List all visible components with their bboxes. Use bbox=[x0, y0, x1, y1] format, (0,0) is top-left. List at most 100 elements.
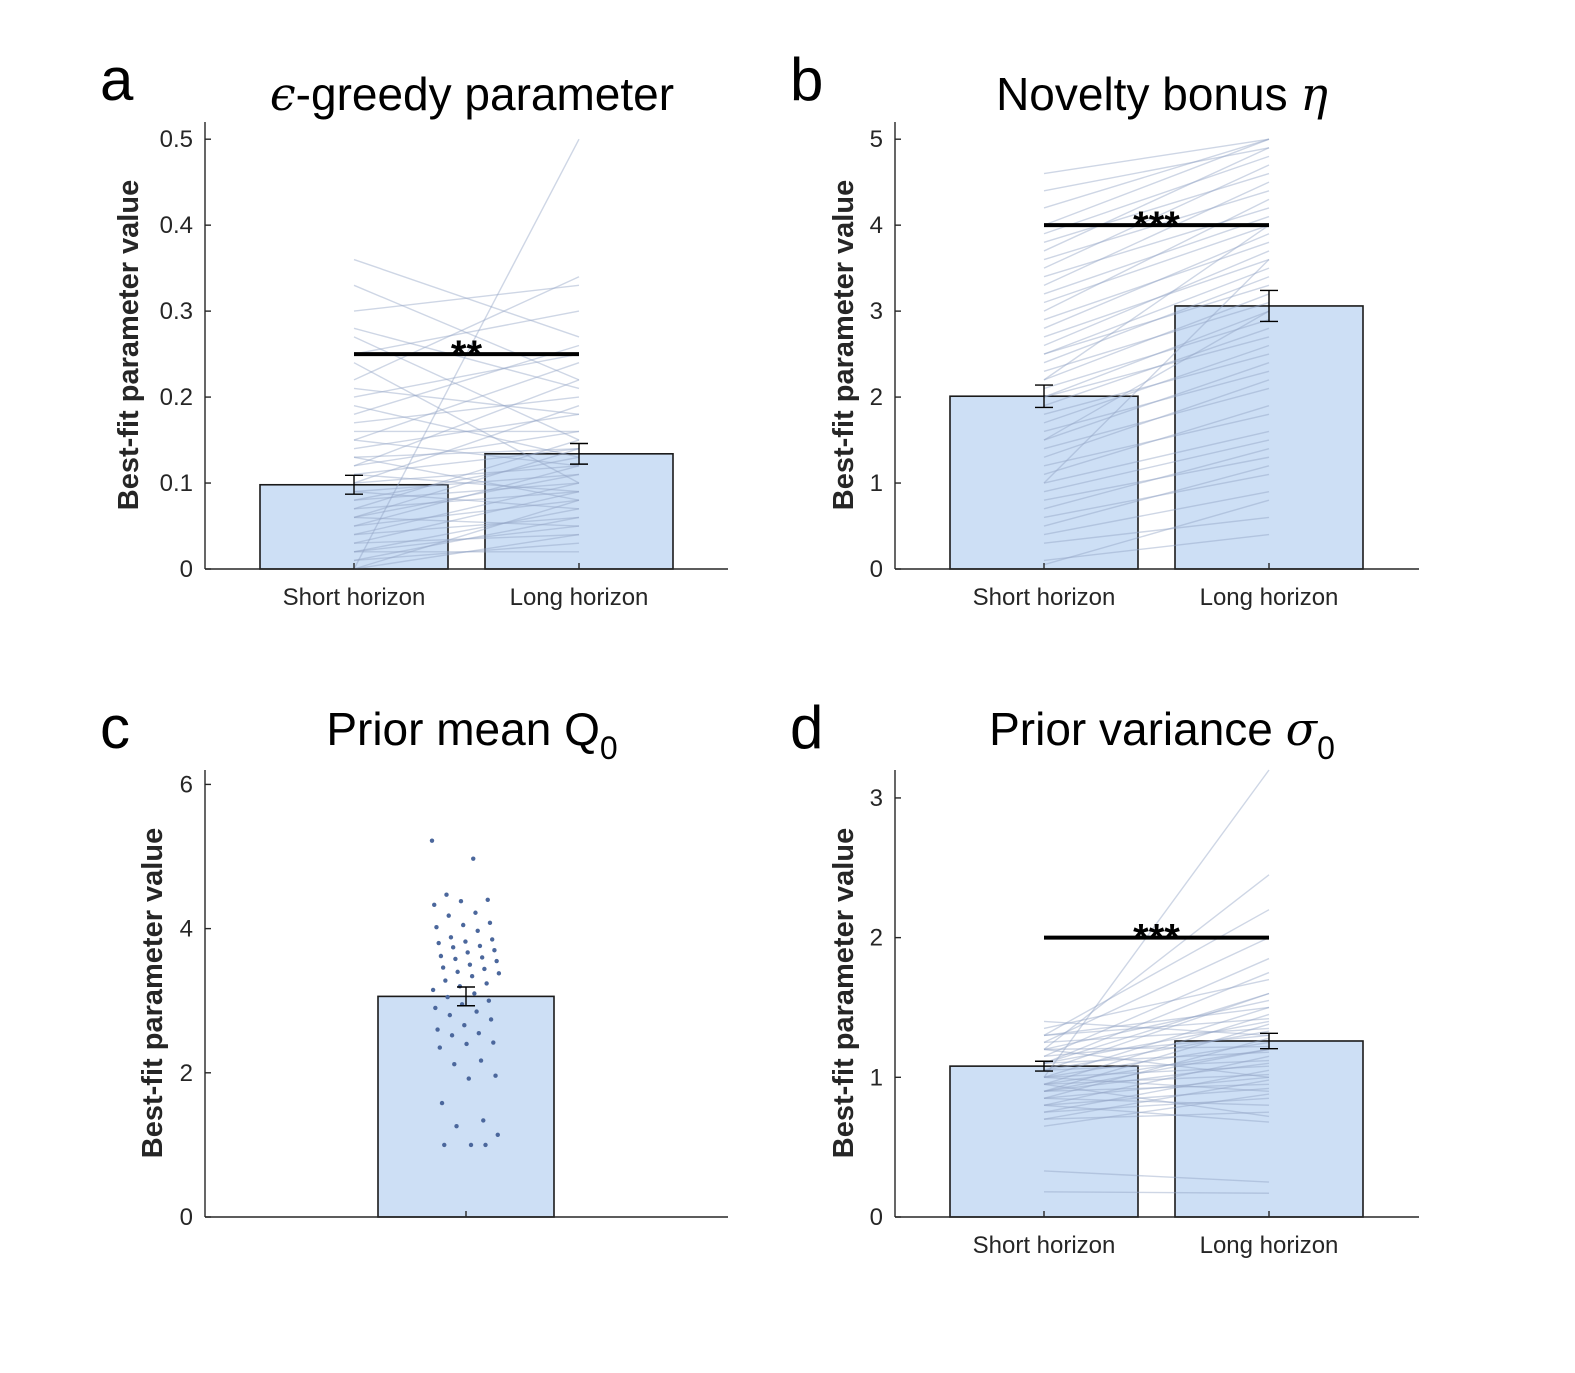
title-text: Prior mean Q bbox=[326, 703, 600, 755]
y-tick-label: 4 bbox=[180, 916, 193, 943]
data-point bbox=[461, 922, 466, 928]
subject-line bbox=[353, 465, 580, 484]
subject-line bbox=[353, 465, 580, 527]
subject-line bbox=[1043, 224, 1270, 304]
subject-line bbox=[353, 542, 580, 562]
subject-line bbox=[1043, 207, 1270, 278]
y-tick-label: 1 bbox=[870, 470, 883, 497]
data-point bbox=[478, 1058, 484, 1063]
subject-line bbox=[1043, 1006, 1270, 1037]
data-point bbox=[464, 1041, 469, 1047]
significance-label: *** bbox=[1133, 204, 1180, 248]
subject-line bbox=[353, 258, 580, 338]
subject-line bbox=[353, 508, 580, 553]
subject-line bbox=[1043, 936, 1270, 1044]
subject-line bbox=[1043, 439, 1270, 493]
y-tick-label: 0 bbox=[870, 1204, 883, 1231]
data-point bbox=[455, 969, 460, 975]
subject-line bbox=[353, 284, 580, 381]
data-point bbox=[457, 984, 463, 989]
data-point bbox=[440, 965, 446, 970]
subject-line bbox=[1043, 992, 1270, 1071]
subject-line bbox=[353, 379, 580, 467]
y-tick-label: 0.4 bbox=[160, 212, 193, 239]
subject-line bbox=[1043, 1097, 1270, 1106]
subject-line bbox=[1043, 999, 1270, 1051]
x-tick-label: Long horizon bbox=[1200, 1232, 1339, 1259]
subject-line bbox=[353, 439, 580, 510]
data-point bbox=[494, 958, 499, 964]
y-tick-label: 4 bbox=[870, 212, 883, 239]
subject-line bbox=[1043, 533, 1270, 562]
data-point bbox=[448, 935, 454, 940]
data-point bbox=[453, 956, 458, 962]
subject-line bbox=[353, 327, 580, 390]
data-point bbox=[483, 1142, 488, 1148]
y-tick-label: 3 bbox=[870, 298, 883, 325]
data-point bbox=[442, 1142, 447, 1148]
subject-line bbox=[1043, 1073, 1270, 1085]
subject-line bbox=[353, 456, 580, 501]
data-point bbox=[433, 1005, 438, 1011]
subject-line bbox=[353, 533, 580, 544]
data-point bbox=[471, 856, 476, 861]
subject-line bbox=[1043, 978, 1270, 1030]
subject-line bbox=[1043, 138, 1270, 226]
subject-line bbox=[1043, 1097, 1270, 1113]
y-tick-label: 0 bbox=[180, 1204, 193, 1231]
subject-line bbox=[353, 430, 580, 467]
subject-lines bbox=[1043, 769, 1270, 1194]
subject-line bbox=[1043, 1065, 1270, 1079]
y-tick-label: 1 bbox=[870, 1064, 883, 1091]
data-point bbox=[487, 920, 493, 926]
subject-line bbox=[1043, 258, 1270, 338]
subject-line bbox=[1043, 301, 1270, 372]
title-symbol: σ bbox=[1286, 702, 1319, 756]
subject-line bbox=[1043, 164, 1270, 269]
data-point bbox=[452, 1061, 457, 1067]
data-point bbox=[469, 973, 475, 979]
subject-line bbox=[1043, 1030, 1270, 1072]
subject-line bbox=[1043, 224, 1270, 381]
data-point bbox=[445, 994, 450, 1000]
y-tick-label: 0.3 bbox=[160, 298, 193, 325]
subject-line bbox=[353, 284, 580, 312]
data-point bbox=[486, 998, 492, 1003]
subject-line bbox=[353, 387, 580, 415]
subject-line bbox=[353, 405, 580, 484]
panel-letter: b bbox=[790, 46, 823, 113]
data-point bbox=[467, 962, 473, 967]
subject-line bbox=[1043, 1020, 1270, 1065]
data-point bbox=[436, 940, 441, 946]
x-tick-label: Short horizon bbox=[973, 584, 1116, 611]
data-point bbox=[491, 1040, 496, 1045]
subject-line bbox=[1043, 233, 1270, 329]
subject-line bbox=[1043, 284, 1270, 355]
subject-lines bbox=[353, 138, 580, 570]
data-point bbox=[493, 1073, 498, 1078]
data-point bbox=[474, 1009, 479, 1014]
subject-line bbox=[1043, 336, 1270, 398]
data-point bbox=[495, 1132, 500, 1138]
data-point bbox=[429, 838, 435, 843]
subject-line bbox=[1043, 1041, 1270, 1079]
subject-line bbox=[1043, 387, 1270, 450]
y-axis-label: Best-fit parameter value bbox=[828, 828, 860, 1158]
data-point bbox=[472, 991, 477, 996]
subject-line bbox=[1043, 1104, 1270, 1123]
data-point bbox=[466, 1076, 471, 1081]
significance-label: ** bbox=[451, 333, 483, 377]
data-point bbox=[444, 892, 449, 897]
data-point bbox=[432, 902, 437, 908]
y-tick-label: 2 bbox=[870, 384, 883, 411]
subject-line bbox=[1043, 1111, 1270, 1120]
subject-line bbox=[353, 447, 580, 519]
data-point bbox=[482, 966, 487, 972]
subject-line bbox=[1043, 379, 1270, 458]
panel-b: b Novelty bonus η Best-fit parameter val… bbox=[790, 46, 1419, 611]
subject-lines bbox=[1043, 138, 1270, 566]
subject-line bbox=[353, 413, 580, 450]
y-tick-label: 0.2 bbox=[160, 384, 193, 411]
subject-line bbox=[1043, 181, 1270, 286]
